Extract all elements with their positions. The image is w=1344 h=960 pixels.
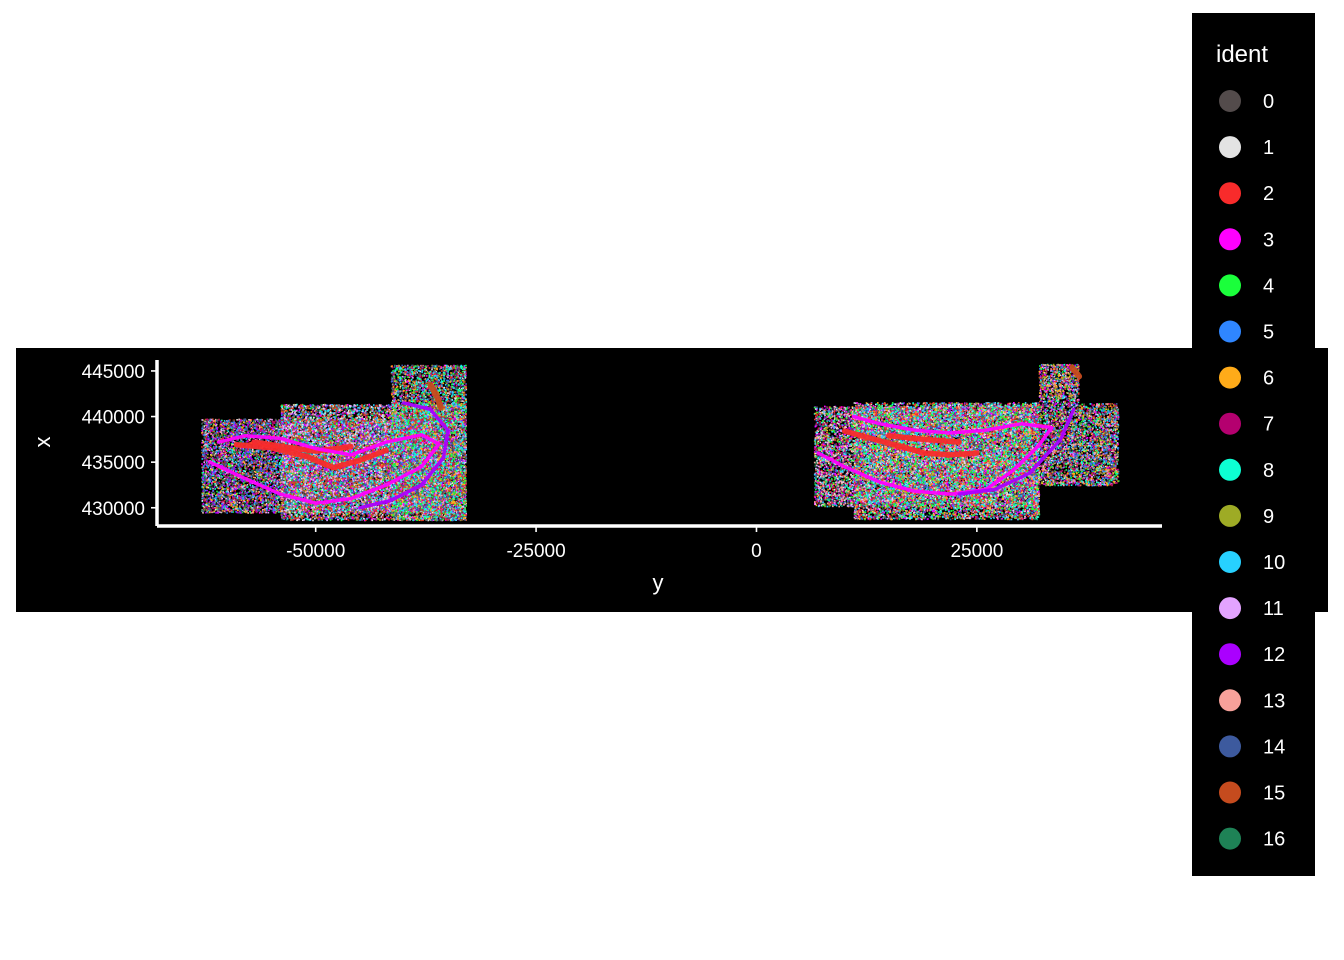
legend-label-4: 4 [1263,275,1274,297]
legend-key-6 [1219,367,1241,389]
legend-label-5: 5 [1263,322,1274,344]
legend-label-6: 6 [1263,368,1274,390]
legend-key-3 [1219,228,1241,250]
legend-key-9 [1219,505,1241,527]
legend-key-14 [1219,735,1241,757]
legend-key-11 [1219,597,1241,619]
legend-key-1 [1219,136,1241,158]
legend-title: ident [1216,41,1268,68]
legend-label-11: 11 [1263,598,1284,620]
legend-key-7 [1219,413,1241,435]
legend-label-8: 8 [1263,460,1274,482]
legend-key-2 [1219,182,1241,204]
x-tick-label: 0 [751,541,762,562]
legend-key-12 [1219,643,1241,665]
legend-panel [1192,13,1315,876]
legend-label-3: 3 [1263,229,1274,251]
y-tick-label: 445000 [82,362,145,383]
legend-key-16 [1219,828,1241,850]
legend-key-8 [1219,459,1241,481]
y-axis-title: x [30,437,55,448]
x-tick-label: 25000 [950,541,1003,562]
legend-key-13 [1219,689,1241,711]
x-axis-title: y [653,570,664,595]
legend-label-12: 12 [1263,644,1285,666]
legend-key-4 [1219,274,1241,296]
legend-label-15: 15 [1263,783,1285,805]
legend-label-2: 2 [1263,183,1274,205]
legend-key-0 [1219,90,1241,112]
legend-label-10: 10 [1263,552,1285,574]
y-tick-label: 440000 [82,408,145,429]
legend-key-15 [1219,782,1241,804]
legend-label-13: 13 [1263,690,1285,712]
legend-key-5 [1219,321,1241,343]
legend-label-0: 0 [1263,91,1274,113]
plot-background [16,348,1328,612]
legend-label-14: 14 [1263,736,1285,758]
legend-label-1: 1 [1263,137,1274,159]
x-tick-label: -25000 [506,541,565,562]
legend-key-10 [1219,551,1241,573]
y-tick-label: 430000 [82,499,145,520]
legend-label-16: 16 [1263,829,1285,851]
legend-label-9: 9 [1263,506,1274,528]
y-tick-label: 435000 [82,453,145,474]
legend-label-7: 7 [1263,414,1274,436]
x-tick-label: -50000 [286,541,345,562]
